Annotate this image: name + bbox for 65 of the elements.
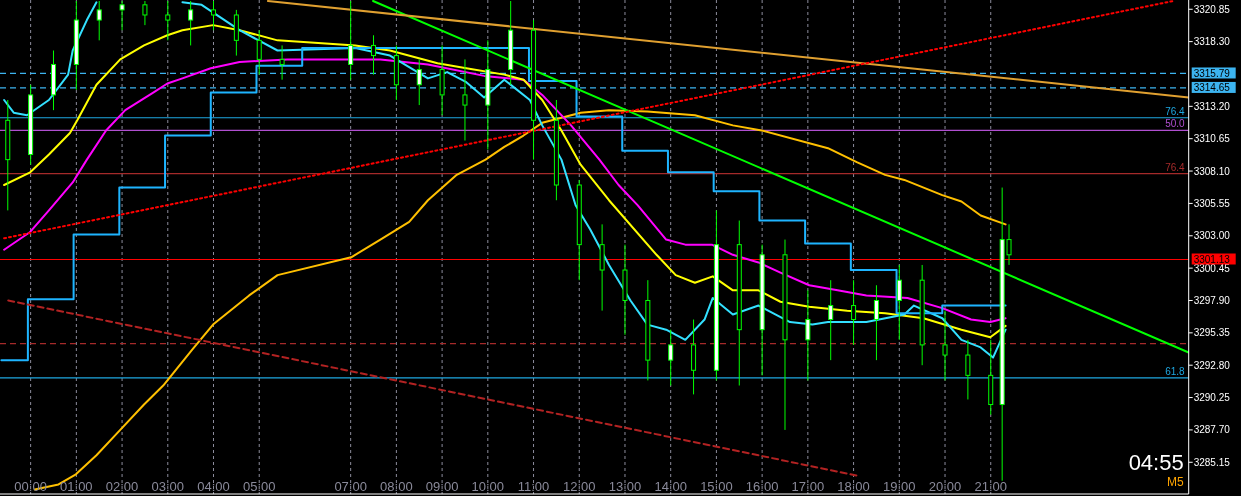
x-tick-label: 00:00 [14,479,47,494]
x-tick-label: 19:00 [883,479,916,494]
x-tick-label: 08:00 [380,479,413,494]
x-tick-label: 18:00 [837,479,870,494]
candlestick [211,0,217,31]
ref-line-label: 3315.79 [1193,67,1231,79]
x-tick-label: 21:00 [974,479,1008,494]
annotation: 76.4 [1165,105,1186,117]
candlestick [279,44,285,81]
x-tick-label: 02:00 [105,479,139,494]
annotation: 61.8 [1165,365,1186,377]
annotation: 50.0 [1165,118,1186,130]
candlestick [96,0,102,41]
y-tick-label: 3303.00 [1193,230,1231,242]
candlestick [188,0,194,46]
candlestick [965,339,971,400]
candlestick [371,34,377,76]
y-tick-label: 3313.20 [1193,100,1231,112]
candlestick [942,310,948,381]
ref-line-label: 3314.65 [1193,82,1231,94]
y-tick-label: 3308.10 [1193,165,1231,177]
y-tick-label: 3318.30 [1193,36,1231,48]
line-series [3,58,1007,324]
x-tick-label: 03:00 [151,479,185,494]
candlestick [119,0,125,31]
x-tick-label: 11:00 [517,479,550,494]
annotation: M5 [1167,475,1185,489]
candlestick [828,279,834,361]
candlestick [165,0,171,41]
candlestick [348,0,354,81]
y-tick-label: 3305.55 [1193,197,1231,209]
x-tick-label: 20:00 [928,479,962,494]
x-tick-label: 16:00 [745,479,779,494]
y-tick-label: 3285.15 [1193,456,1231,468]
y-tick-label: 3310.65 [1193,133,1231,145]
x-tick-label: 05:00 [242,479,276,494]
x-tick-label: 15:00 [700,479,733,494]
x-tick-label: 14:00 [654,479,687,494]
candlestick [896,264,902,341]
x-tick-label: 01:00 [60,479,93,494]
x-tick-label: 07:00 [334,479,367,494]
candlestick [142,0,148,26]
candlestick [256,29,262,76]
candlestick [462,58,468,142]
x-tick-label: 12:00 [562,479,596,494]
candlestick [416,58,422,106]
y-tick-label: 3295.35 [1193,327,1231,339]
candlestick [873,284,879,361]
ref-line-label: 3301.13 [1193,254,1231,265]
candlestick [668,329,674,387]
annotation: 04:55 [1128,450,1184,475]
x-tick-label: 10:00 [471,479,505,494]
y-tick-label: 3320.85 [1193,3,1231,15]
x-tick-label: 13:00 [608,479,642,494]
y-tick-label: 3300.45 [1193,262,1231,274]
y-tick-label: 3290.25 [1193,392,1231,404]
y-tick-label: 3297.90 [1193,294,1231,306]
x-tick-label: 09:00 [425,479,459,494]
x-tick-label: 17:00 [791,479,825,494]
annotation: 76.4 [1165,161,1186,173]
candlestick [851,279,857,346]
candlestick [805,289,811,381]
y-tick-label: 3292.80 [1193,359,1231,371]
x-tick-label: 04:00 [197,479,230,494]
y-tick-label: 3287.70 [1193,424,1231,436]
